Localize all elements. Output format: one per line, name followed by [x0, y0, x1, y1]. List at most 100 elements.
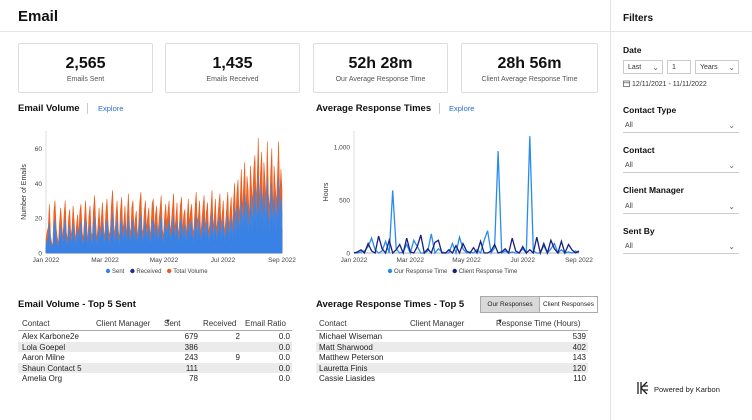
our-responses-toggle[interactable]: Our Responses — [480, 296, 540, 313]
contact-type-select[interactable]: All ⌄ — [623, 119, 739, 133]
col-sent[interactable]: Sent — [164, 319, 181, 328]
date-mode-value: Last — [628, 64, 642, 71]
date-mode-select[interactable]: Last ⌄ — [623, 60, 663, 74]
filters-title: Filters — [623, 13, 654, 24]
x-tick-label: Mar 2022 — [397, 257, 425, 264]
table-row[interactable]: Alex Karbone2e 679 2 0.0 — [18, 331, 292, 342]
sent-by-select[interactable]: All ⌄ — [623, 240, 739, 254]
table-cell: 0.0 — [278, 332, 290, 341]
series-area-sent — [45, 176, 283, 254]
series-line-our-response-time — [354, 136, 580, 256]
karbon-logo-icon — [637, 381, 648, 395]
table-cell: Lauretta Finis — [319, 363, 368, 373]
table-cell: 0.0 — [278, 353, 290, 363]
y-axis-label: Hours — [323, 182, 330, 201]
legend-label: Client Response Time — [459, 269, 518, 275]
table-cell: 0.0 — [278, 342, 290, 352]
explore-response-link[interactable]: Explore — [449, 104, 475, 113]
dashboard-main: Email 2,565 Emails Sent 1,435 Emails Rec… — [0, 8, 610, 384]
col-response-time[interactable]: Response Time (Hours) — [496, 319, 581, 328]
table-cell: 679 — [184, 332, 198, 341]
response-times-chart: 0 500 1,000 Jan 2022 Mar 2022 May 2022 Jul 202… — [323, 131, 593, 275]
contact-select[interactable]: All ⌄ — [623, 159, 739, 173]
col-received[interactable]: Received — [203, 319, 237, 328]
table-cell: Amelia Org — [22, 374, 63, 384]
filters-panel: Filters Date Last ⌄ 1 Years ⌄ 12/11/2021… — [610, 0, 752, 420]
x-tick-label: Jul 2022 — [510, 257, 535, 264]
col-email-ratio[interactable]: Email Ratio — [245, 319, 286, 328]
table-cell: Matthew Peterson — [319, 353, 384, 363]
divider — [439, 103, 440, 114]
email-volume-chart: 0 20 40 60 Jan 2022 Mar 2022 May 2022 Jul 2022 S… — [21, 131, 296, 275]
table-row[interactable]: Cassie Liasides 110 — [316, 373, 588, 384]
client-responses-toggle[interactable]: Client Responses — [540, 296, 598, 313]
legend-marker — [167, 268, 172, 274]
series-line-client-response-time — [353, 234, 580, 256]
table-row[interactable]: Lola Goepel 386 0.0 — [18, 341, 292, 353]
chevron-down-icon: ⌄ — [728, 63, 735, 72]
table-cell: 9 — [235, 353, 240, 363]
kpi-label: Client Average Response Time — [481, 76, 578, 83]
divider — [611, 31, 752, 32]
table-cell: 539 — [572, 332, 586, 341]
contact-type-label: Contact Type — [623, 105, 677, 115]
x-tick-label: May 2022 — [452, 257, 481, 264]
legend-marker — [387, 268, 393, 274]
table-body: Michael Wiseman 539 Matt Sharwood 402 Matthe… — [316, 331, 588, 384]
sent-by-label: Sent By — [623, 226, 655, 236]
y-tick-label: 20 — [35, 216, 43, 223]
table-cell: 402 — [572, 342, 586, 352]
y-tick-label: 0 — [38, 251, 42, 258]
table-cell: 0.0 — [278, 363, 290, 373]
kpi-label: Emails Received — [206, 76, 259, 83]
divider — [87, 103, 88, 114]
table-cell: 111 — [185, 363, 198, 373]
client-manager-select[interactable]: All ⌄ — [623, 200, 739, 214]
sort-desc-icon: ▼ — [165, 319, 171, 325]
col-contact[interactable]: Contact — [22, 319, 50, 328]
table-cell: 78 — [189, 374, 198, 384]
legend-marker — [130, 268, 135, 274]
col-contact[interactable]: Contact — [319, 319, 347, 328]
date-filter-label: Date — [623, 45, 642, 55]
x-tick-label: Jan 2022 — [33, 257, 60, 264]
y-tick-label: 60 — [35, 146, 43, 153]
col-client-manager[interactable]: Client Manager — [96, 319, 151, 328]
chevron-down-icon: ⌄ — [652, 63, 659, 72]
x-tick-label: Jul 2022 — [211, 257, 236, 264]
table-cell: 243 — [184, 353, 198, 363]
table-row[interactable]: Amelia Org 78 0.0 — [18, 373, 292, 384]
y-tick-label: 0 — [346, 251, 350, 258]
x-tick-label: Sep 2022 — [565, 257, 593, 264]
date-range: 12/11/2021 - 11/11/2022 — [623, 80, 707, 88]
table-row[interactable]: Michael Wiseman 539 — [316, 331, 588, 342]
kpi-client-response-time: 28h 56m Client Average Response Time — [461, 43, 598, 93]
legend-label: Received — [136, 269, 161, 275]
top5-response-table: Contact Client Manager Response Time (Ho… — [316, 317, 588, 384]
table-cell: Aaron Milne — [22, 353, 65, 363]
table-row[interactable]: Lauretta Finis 120 — [316, 362, 588, 374]
chevron-down-icon: ⌄ — [728, 202, 735, 211]
kpi-emails-received: 1,435 Emails Received — [165, 43, 300, 93]
email-volume-title: Email Volume — [18, 103, 80, 114]
contact-type-value: All — [625, 122, 633, 129]
y-axis-label: Number of Emails — [21, 164, 28, 220]
divider — [0, 31, 610, 32]
col-client-manager[interactable]: Client Manager — [410, 319, 465, 328]
table-cell: Lola Goepel — [22, 342, 66, 352]
table-row[interactable]: Matt Sharwood 402 — [316, 341, 588, 353]
table-row[interactable]: Shaun Contact 5 111 0.0 — [18, 362, 292, 374]
date-count-input[interactable]: 1 — [667, 60, 691, 74]
table-row[interactable]: Aaron Milne 243 9 0.0 — [18, 352, 292, 363]
date-unit-select[interactable]: Years ⌄ — [695, 60, 739, 74]
explore-volume-link[interactable]: Explore — [98, 104, 124, 113]
y-tick-label: 1,000 — [334, 144, 351, 151]
contact-value: All — [625, 162, 633, 169]
legend-label: Sent — [112, 269, 125, 275]
table-cell: 143 — [572, 353, 586, 363]
x-tick-label: Mar 2022 — [91, 257, 119, 264]
table-row[interactable]: Matthew Peterson 143 — [316, 352, 588, 363]
calendar-icon — [623, 80, 630, 87]
table-cell: 386 — [184, 342, 198, 352]
